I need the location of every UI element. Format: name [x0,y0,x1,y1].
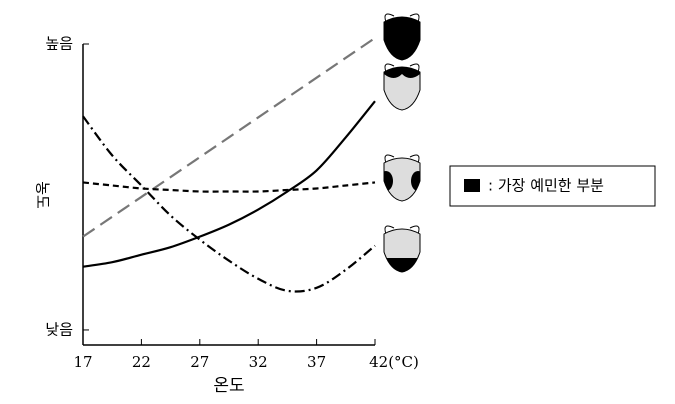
mask-icon-full [384,14,420,62]
data-line [83,38,375,237]
legend-swatch [464,179,480,192]
legend-label: : 가장 예민한 부분 [488,177,604,195]
data-line [83,101,375,267]
x-tick-label: 27 [190,353,209,371]
mask-icon-chin [384,226,420,274]
y-tick-label: 낮음 [45,320,73,338]
x-tick-label: 17 [73,353,92,371]
data-line [83,116,375,291]
page: 농도 온도 : 가장 예민한 부분 172227323742(°C)낮음높음 (… [0,0,675,404]
mask-icon-nose [384,64,420,112]
x-tick-label: 32 [249,353,268,371]
y-axis-title: 농도 [34,181,52,209]
data-line [83,182,375,191]
x-tick-label: 22 [132,353,151,371]
chart: 농도 온도 : 가장 예민한 부분 17 22 27 32 37 42(°C) 낮음 높음 [0,0,675,404]
x-axis-title: 온도 [213,376,244,396]
y-tick-label: 높음 [45,35,73,53]
x-tick-label: 37 [307,353,326,371]
x-tick-label: 42(°C) [369,353,419,371]
mask-icon-cheeks [379,155,425,203]
